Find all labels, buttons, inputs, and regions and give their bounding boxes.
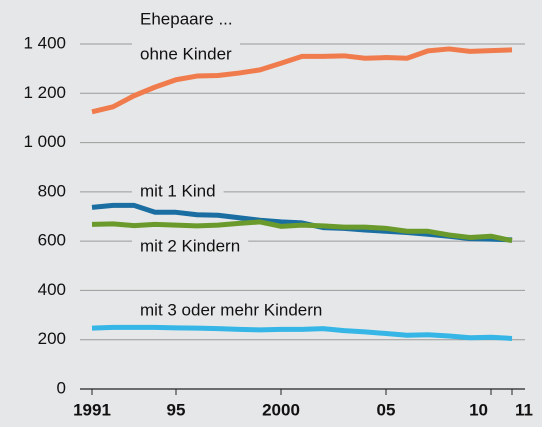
label-background [132,42,241,66]
label-background [132,298,331,322]
label-background [132,234,249,258]
series-label: mit 3 oder mehr Kindern [140,300,322,319]
x-tick-label: 11 [515,400,533,419]
series-line [91,324,513,341]
chart-title: Ehepaare ... [140,9,233,28]
series-label: mit 1 Kind [140,181,216,200]
label-background [132,179,224,203]
y-tick-label: 1 200 [23,83,66,102]
x-tick-label: 1991 [73,400,111,419]
y-tick-label: 1 000 [23,132,66,151]
x-tick-label: 2000 [262,400,300,419]
x-tick-label: 95 [167,400,186,419]
series-line [91,219,513,244]
x-tick-label: 05 [377,400,396,419]
y-tick-label: 200 [38,329,66,348]
y-tick-label: 400 [38,280,66,299]
x-tick-label: 10 [469,400,488,419]
series-line [91,46,513,115]
y-tick-label: 600 [38,231,66,250]
y-tick-label: 1 400 [23,33,66,52]
series-label: mit 2 Kindern [140,236,240,255]
y-tick-label: 800 [38,181,66,200]
series-label: ohne Kinder [140,44,232,63]
y-tick-label: 0 [57,378,66,397]
